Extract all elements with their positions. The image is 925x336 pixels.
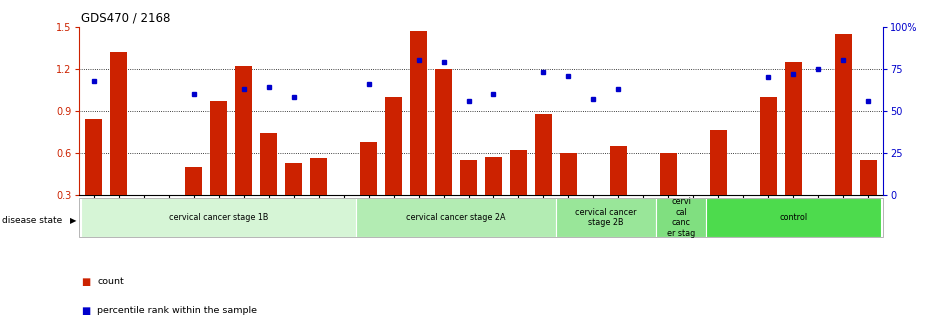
Bar: [211, 101, 227, 195]
Bar: [411, 31, 426, 195]
Bar: [311, 159, 327, 195]
Bar: [236, 66, 252, 195]
Bar: [785, 62, 802, 195]
Bar: [656, 198, 706, 237]
Bar: [610, 146, 626, 195]
Text: ■: ■: [81, 306, 91, 316]
Text: count: count: [97, 277, 124, 286]
Text: disease state: disease state: [2, 216, 62, 224]
Bar: [81, 198, 356, 237]
Bar: [461, 160, 476, 195]
Bar: [511, 150, 526, 195]
Text: cervical cancer
stage 2B: cervical cancer stage 2B: [575, 208, 636, 227]
Bar: [561, 153, 576, 195]
Bar: [835, 34, 852, 195]
Bar: [286, 163, 302, 195]
Bar: [760, 97, 776, 195]
Text: cervical cancer stage 1B: cervical cancer stage 1B: [169, 213, 268, 222]
Bar: [85, 119, 102, 195]
Text: ■: ■: [81, 277, 91, 287]
Bar: [706, 198, 881, 237]
Text: GDS470 / 2168: GDS470 / 2168: [81, 12, 171, 25]
Text: control: control: [780, 213, 808, 222]
Bar: [361, 142, 376, 195]
Bar: [186, 167, 202, 195]
Bar: [356, 198, 556, 237]
Bar: [556, 198, 656, 237]
Bar: [386, 97, 401, 195]
Bar: [261, 133, 277, 195]
Text: cervical cancer stage 2A: cervical cancer stage 2A: [406, 213, 506, 222]
Text: percentile rank within the sample: percentile rank within the sample: [97, 306, 257, 315]
Bar: [536, 114, 551, 195]
Bar: [660, 153, 676, 195]
Bar: [860, 160, 877, 195]
Bar: [110, 52, 127, 195]
Bar: [710, 130, 726, 195]
Bar: [486, 157, 501, 195]
Text: ▶: ▶: [70, 216, 77, 224]
Text: cervi
cal
canc
er stag: cervi cal canc er stag: [667, 198, 695, 238]
Bar: [436, 69, 451, 195]
